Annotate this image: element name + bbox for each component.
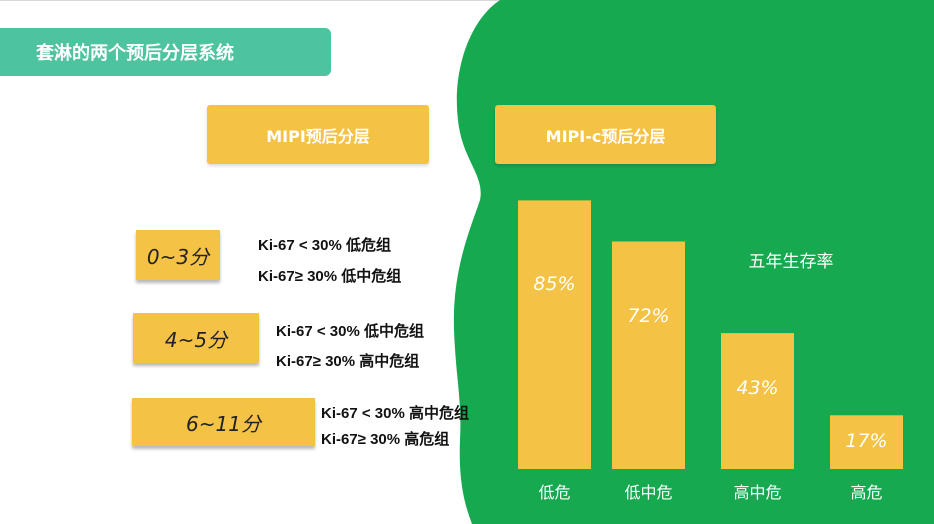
- ki67-high-line: Ki-67≥ 30% 高中危组: [276, 353, 420, 370]
- page-title: 套淋的两个预后分层系统: [0, 28, 331, 76]
- mipic-system-tag: MIPI-c预后分层: [495, 105, 716, 164]
- ki67-high-line: Ki-67≥ 30% 低中危组: [258, 268, 402, 285]
- ki67-low-line: Ki-67 < 30% 高中危组: [321, 405, 469, 422]
- bar-value-label: 17%: [845, 430, 887, 452]
- score-box: 0~3分: [136, 230, 220, 280]
- ki67-low-line: Ki-67 < 30% 低危组: [258, 237, 391, 254]
- top-divider: [0, 0, 934, 1]
- bar-value-label: 85%: [533, 273, 575, 295]
- bar-1: [612, 241, 685, 469]
- category-label: 低危: [538, 483, 570, 502]
- score-box: 6~11分: [132, 398, 315, 446]
- bar-2: [721, 333, 794, 469]
- score-box: 4~5分: [133, 313, 259, 363]
- category-label: 高危: [850, 483, 882, 502]
- chart-title: 五年生存率: [749, 252, 834, 272]
- category-label: 高中危: [733, 483, 781, 502]
- bar-3: [830, 415, 903, 469]
- mipi-system-tag: MIPI预后分层: [207, 105, 429, 164]
- bar-0: [518, 200, 591, 469]
- ki67-low-line: Ki-67 < 30% 低中危组: [276, 323, 424, 340]
- bar-value-label: 72%: [627, 305, 669, 327]
- ki67-high-line: Ki-67≥ 30% 高危组: [321, 431, 450, 448]
- bar-value-label: 43%: [736, 377, 778, 399]
- category-label: 低中危: [624, 483, 672, 502]
